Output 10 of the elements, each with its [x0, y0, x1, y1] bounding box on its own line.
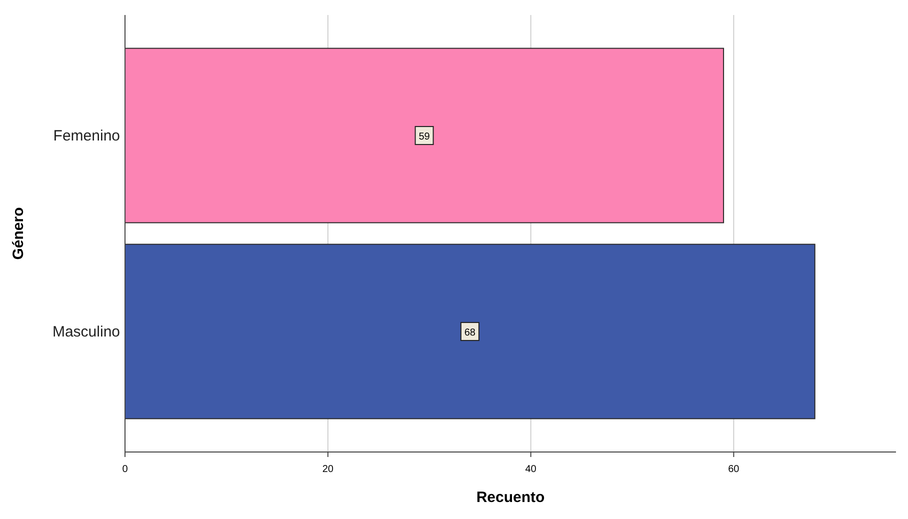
- x-axis-title: Recuento: [476, 489, 545, 506]
- y-tick-label: Femenino: [53, 128, 120, 145]
- data-label: 59: [418, 132, 430, 143]
- x-tick-label: 0: [122, 464, 128, 475]
- x-tick-label: 40: [525, 464, 537, 475]
- y-axis-title: Género: [10, 207, 27, 260]
- x-tick-label: 60: [728, 464, 740, 475]
- data-label: 68: [464, 327, 476, 338]
- x-tick-label: 20: [322, 464, 334, 475]
- y-tick-label: Masculino: [52, 323, 120, 340]
